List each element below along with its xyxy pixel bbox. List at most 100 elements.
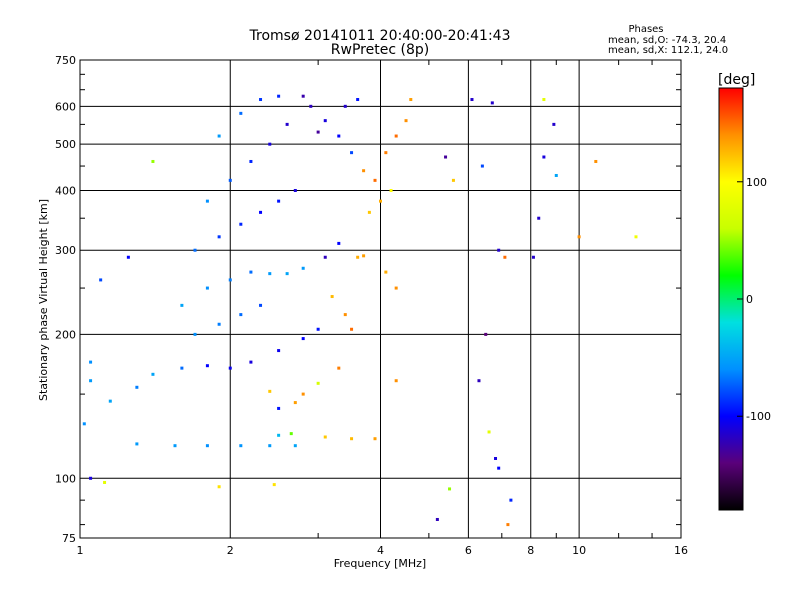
data-point xyxy=(277,406,281,410)
x-tick-label: 6 xyxy=(465,544,472,557)
data-point xyxy=(389,188,393,192)
data-point xyxy=(259,303,263,307)
y-tick-label: 100 xyxy=(55,472,76,485)
stats-line-o: mean, sd,O: -74.3, 20.4 xyxy=(608,35,726,46)
data-point xyxy=(173,444,177,448)
data-point xyxy=(217,235,221,239)
data-point xyxy=(301,266,305,270)
x-tick-label: 8 xyxy=(527,544,534,557)
data-point xyxy=(384,270,388,274)
data-point xyxy=(577,235,581,239)
data-point xyxy=(316,130,320,134)
data-points xyxy=(82,94,638,527)
data-point xyxy=(135,385,139,389)
data-point xyxy=(272,483,276,487)
data-point xyxy=(239,444,243,448)
data-point xyxy=(151,372,155,376)
data-point xyxy=(316,327,320,331)
data-point xyxy=(394,379,398,383)
data-point xyxy=(285,272,289,276)
data-point xyxy=(494,456,498,460)
data-point xyxy=(249,360,253,364)
data-point xyxy=(554,173,558,177)
data-point xyxy=(249,270,253,274)
data-point xyxy=(293,401,297,405)
axis-ticks: 1 2 4 6 8 10 16 75 100 200 300 400 500 600 750 xyxy=(55,54,688,557)
colorbar-tick-label: -100 xyxy=(746,410,771,423)
data-point xyxy=(404,119,408,123)
data-point xyxy=(487,430,491,434)
data-point xyxy=(470,98,474,102)
data-point xyxy=(367,210,371,214)
data-point xyxy=(277,433,281,437)
data-point xyxy=(309,104,313,108)
chart-subtitle: RwPretec (8p) xyxy=(331,42,429,58)
x-tick-label: 1 xyxy=(77,544,84,557)
colorbar-tick-label: 100 xyxy=(746,176,767,189)
data-point xyxy=(217,322,221,326)
data-point xyxy=(126,255,130,259)
data-point xyxy=(217,485,221,489)
data-point xyxy=(480,164,484,168)
data-point xyxy=(484,332,488,336)
data-point xyxy=(89,476,93,480)
data-point xyxy=(448,487,452,491)
x-tick-label: 10 xyxy=(572,544,586,557)
data-point xyxy=(180,366,184,370)
data-point xyxy=(497,466,501,470)
stats-header: Phases xyxy=(628,24,663,35)
data-point xyxy=(193,248,197,252)
data-point xyxy=(343,313,347,317)
data-point xyxy=(506,523,510,527)
y-tick-label: 75 xyxy=(62,532,76,545)
y-tick-label: 300 xyxy=(55,244,76,257)
data-point xyxy=(552,122,556,126)
y-axis-label: Stationary phase Virtual Height [km] xyxy=(37,199,50,401)
data-point xyxy=(477,379,481,383)
data-point xyxy=(135,442,139,446)
data-point xyxy=(337,134,341,138)
data-point xyxy=(503,255,507,259)
data-point xyxy=(509,498,513,502)
data-point xyxy=(394,134,398,138)
x-tick-label: 4 xyxy=(377,544,384,557)
data-point xyxy=(497,248,501,252)
data-point xyxy=(384,151,388,155)
data-point xyxy=(277,94,281,98)
data-point xyxy=(228,366,232,370)
data-point xyxy=(323,255,327,259)
data-point xyxy=(542,98,546,102)
data-point xyxy=(228,278,232,282)
data-point xyxy=(350,437,354,441)
data-point xyxy=(259,98,263,102)
data-point xyxy=(337,241,341,245)
y-tick-label: 500 xyxy=(55,138,76,151)
data-point xyxy=(451,178,455,182)
data-point xyxy=(379,199,382,203)
stats-line-x: mean, sd,X: 112.1, 24.0 xyxy=(608,45,728,56)
y-tick-label: 400 xyxy=(55,184,76,197)
x-tick-label: 2 xyxy=(227,544,234,557)
x-tick-label: 16 xyxy=(674,544,688,557)
data-point xyxy=(444,155,448,159)
data-point xyxy=(268,272,272,276)
data-point xyxy=(537,216,541,220)
data-point xyxy=(542,155,546,159)
data-point xyxy=(277,199,281,203)
data-point xyxy=(217,134,221,138)
data-point xyxy=(103,480,107,484)
data-point xyxy=(268,142,272,146)
data-point xyxy=(268,444,272,448)
data-point xyxy=(356,98,360,102)
data-point xyxy=(490,101,494,105)
data-point xyxy=(289,432,293,436)
y-tick-label: 750 xyxy=(55,54,76,67)
data-point xyxy=(350,327,354,331)
data-point xyxy=(373,437,377,441)
y-tick-label: 200 xyxy=(55,328,76,341)
y-tick-label: 600 xyxy=(55,100,76,113)
data-point xyxy=(343,104,347,108)
data-point xyxy=(193,332,197,336)
data-point xyxy=(82,422,86,426)
